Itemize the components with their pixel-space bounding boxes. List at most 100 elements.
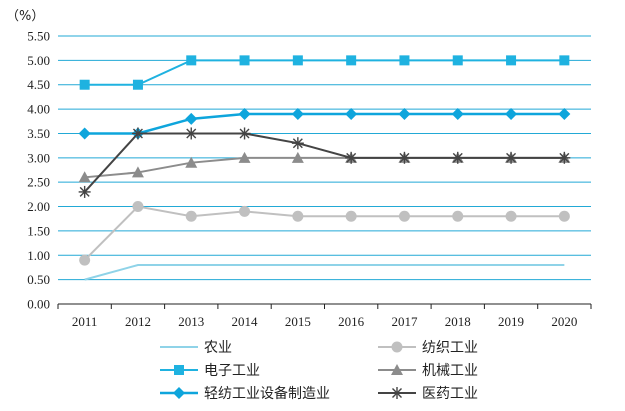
data-point bbox=[558, 151, 571, 164]
data-point bbox=[292, 210, 304, 222]
legend-swatch-marker bbox=[174, 365, 184, 375]
data-point bbox=[79, 254, 91, 266]
legend-label: 轻纺工业设备制造业 bbox=[204, 385, 330, 402]
data-point bbox=[399, 55, 410, 66]
data-point bbox=[291, 151, 304, 163]
legend-label: 电子工业 bbox=[204, 363, 260, 379]
data-point bbox=[505, 210, 517, 222]
series-line bbox=[83, 132, 565, 193]
y-tick-label: 5.00 bbox=[27, 53, 50, 68]
data-point bbox=[346, 55, 357, 66]
data-point bbox=[451, 151, 464, 164]
x-tick-label: 2015 bbox=[285, 314, 311, 329]
y-tick-label: 0.00 bbox=[27, 297, 50, 312]
data-point bbox=[292, 55, 303, 66]
legend-swatch-marker bbox=[391, 364, 403, 375]
x-axis: 2011 2012 2013 2014 2015 2016 2017 2018 2019 2020 bbox=[57, 303, 592, 329]
star-stroke bbox=[506, 152, 517, 163]
data-point bbox=[185, 112, 198, 125]
data-point bbox=[185, 127, 198, 140]
data-point bbox=[345, 107, 358, 120]
data-point bbox=[506, 55, 517, 66]
x-tick-label: 2020 bbox=[551, 314, 577, 329]
legend-item: 医药工业 bbox=[378, 386, 478, 402]
data-point bbox=[78, 171, 91, 183]
x-tick-label: 2014 bbox=[232, 314, 259, 329]
series-line bbox=[84, 112, 565, 135]
legend-swatch-marker bbox=[173, 387, 185, 399]
legend-item: 农业 bbox=[160, 340, 232, 356]
legend-item: 电子工业 bbox=[160, 363, 260, 379]
x-tick-label: 2018 bbox=[445, 314, 471, 329]
data-point bbox=[291, 107, 304, 120]
series-line bbox=[84, 156, 565, 179]
data-point bbox=[558, 210, 570, 222]
data-point bbox=[505, 107, 518, 120]
star-stroke bbox=[346, 152, 357, 163]
data-point bbox=[239, 205, 251, 217]
data-point bbox=[505, 151, 518, 164]
legend-item: 轻纺工业设备制造业 bbox=[160, 385, 330, 402]
data-point bbox=[558, 107, 571, 120]
legend-label: 农业 bbox=[204, 340, 232, 356]
series-4 bbox=[78, 151, 571, 183]
x-tick-label: 2013 bbox=[178, 314, 204, 329]
series-line bbox=[84, 264, 565, 281]
data-point bbox=[452, 210, 464, 222]
data-point bbox=[185, 210, 197, 222]
data-point bbox=[186, 55, 197, 66]
data-point bbox=[398, 151, 411, 164]
series-1 bbox=[84, 264, 565, 281]
y-tick-label: 1.00 bbox=[27, 248, 50, 263]
y-tick-label: 3.50 bbox=[27, 126, 50, 141]
star-stroke bbox=[186, 128, 197, 139]
data-point bbox=[78, 185, 91, 198]
star-stroke bbox=[392, 388, 402, 398]
data-point bbox=[452, 55, 463, 66]
data-point bbox=[79, 79, 90, 90]
star-stroke bbox=[452, 152, 463, 163]
y-tick-label: 2.00 bbox=[27, 199, 50, 214]
x-tick-label: 2017 bbox=[391, 314, 418, 329]
y-tick-label: 0.50 bbox=[27, 272, 50, 287]
y-tick-label: 1.50 bbox=[27, 223, 50, 238]
legend-swatch-marker bbox=[391, 341, 403, 353]
data-point bbox=[131, 127, 144, 140]
series-lines bbox=[78, 55, 571, 281]
data-point bbox=[345, 151, 358, 164]
data-point bbox=[132, 201, 144, 213]
series-6 bbox=[78, 127, 571, 198]
star-stroke bbox=[239, 128, 250, 139]
legend-item: 机械工业 bbox=[378, 363, 478, 379]
x-tick-label: 2011 bbox=[72, 314, 98, 329]
y-tick-label: 4.00 bbox=[27, 102, 50, 117]
data-point bbox=[291, 137, 304, 150]
y-tick-label: 3.00 bbox=[27, 150, 50, 165]
star-stroke bbox=[132, 128, 143, 139]
data-point bbox=[398, 210, 410, 222]
y-tick-label: 2.50 bbox=[27, 175, 50, 190]
x-tick-label: 2016 bbox=[338, 314, 365, 329]
data-point bbox=[238, 151, 251, 163]
y-axis-ticks: 0.00 0.50 1.00 1.50 2.00 2.50 3.00 3.50 4.00 4.50… bbox=[27, 29, 50, 312]
star-stroke bbox=[292, 138, 303, 149]
y-unit-label: （%） bbox=[6, 9, 44, 24]
legend-label: 机械工业 bbox=[422, 363, 478, 379]
series-5 bbox=[78, 107, 571, 140]
star-stroke bbox=[559, 152, 570, 163]
data-point bbox=[132, 79, 143, 90]
series-line bbox=[84, 59, 565, 86]
y-tick-label: 5.50 bbox=[27, 29, 50, 44]
star-stroke bbox=[399, 152, 410, 163]
data-point bbox=[238, 127, 251, 140]
x-tick-label: 2012 bbox=[125, 314, 151, 329]
y-tick-label: 4.50 bbox=[27, 77, 50, 92]
data-point bbox=[131, 166, 144, 178]
data-point bbox=[78, 127, 91, 140]
x-tick-label: 2019 bbox=[498, 314, 524, 329]
data-point bbox=[185, 156, 198, 168]
star-stroke bbox=[79, 186, 90, 197]
legend-item: 纺织工业 bbox=[378, 340, 478, 356]
